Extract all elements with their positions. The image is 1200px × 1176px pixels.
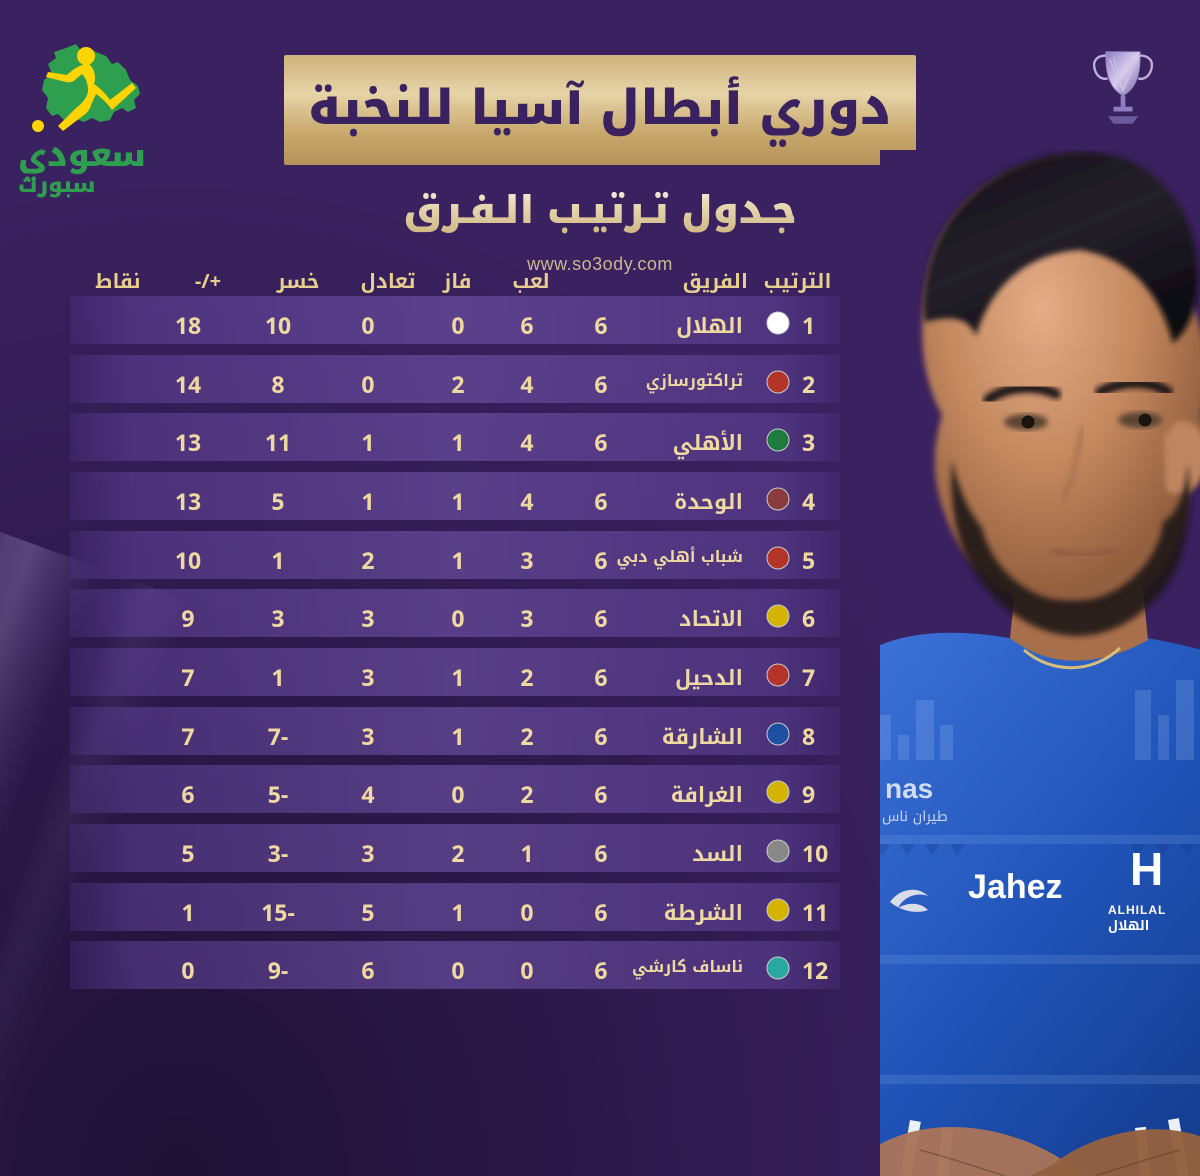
- svg-text:طيران ناس: طيران ناس: [882, 803, 948, 830]
- svg-text:H: H: [1130, 843, 1163, 895]
- svg-text:nas: nas: [885, 773, 933, 804]
- svg-text:Jahez: Jahez: [968, 868, 1063, 906]
- svg-text:الهلال: الهلال: [1108, 913, 1149, 938]
